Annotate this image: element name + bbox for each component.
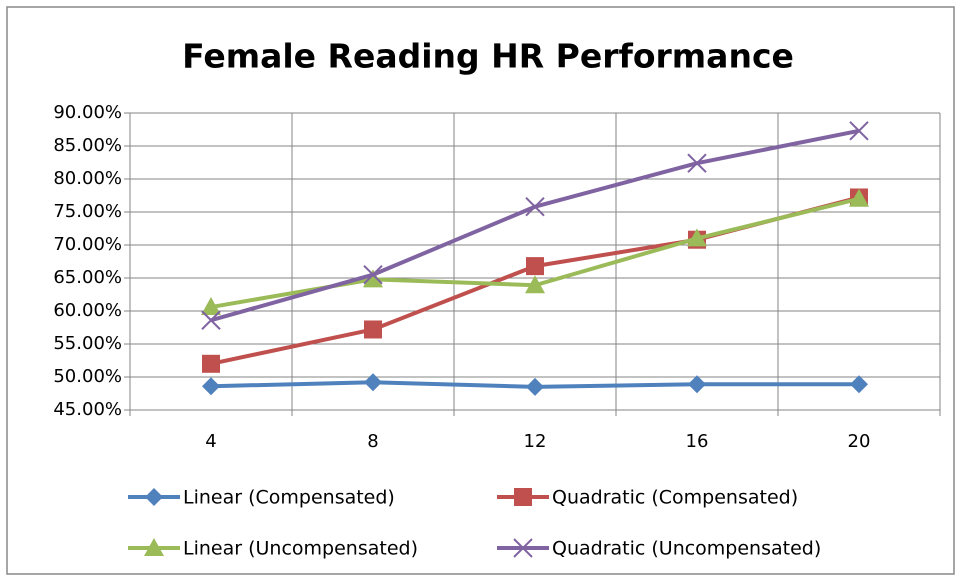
y-tick-label: 60.00% — [53, 300, 122, 321]
chart-title: Female Reading HR Performance — [182, 37, 794, 76]
chart-border — [6, 6, 955, 575]
x-tick-label: 12 — [524, 431, 547, 452]
legend-marker — [513, 538, 533, 558]
data-point — [688, 375, 706, 394]
legend-label: Linear (Uncompensated) — [183, 538, 418, 560]
legend-marker — [145, 488, 163, 506]
data-point — [525, 197, 545, 217]
data-point — [850, 375, 868, 394]
x-tick-label: 20 — [848, 431, 871, 452]
data-point — [201, 297, 221, 316]
legend-marker — [514, 488, 532, 506]
data-point — [526, 257, 544, 276]
legend-marker — [144, 538, 164, 556]
y-tick-label: 50.00% — [53, 366, 122, 387]
x-tick-label: 8 — [367, 431, 378, 452]
data-point — [849, 121, 869, 141]
data-point — [202, 354, 220, 373]
y-tick-label: 45.00% — [53, 399, 122, 420]
x-tick-label: 16 — [686, 431, 709, 452]
legend-label: Quadratic (Uncompensated) — [552, 538, 821, 560]
x-tick-label: 4 — [205, 431, 216, 452]
y-tick-label: 90.00% — [53, 102, 122, 123]
data-point — [363, 269, 383, 288]
data-point — [849, 188, 869, 207]
data-point — [526, 377, 544, 396]
legend-label: Linear (Compensated) — [183, 487, 395, 509]
data-point — [364, 373, 382, 392]
y-tick-label: 70.00% — [53, 234, 122, 255]
legend-label: Quadratic (Compensated) — [552, 487, 798, 509]
data-point — [364, 320, 382, 339]
data-point — [202, 377, 220, 396]
data-point — [201, 310, 221, 330]
y-tick-label: 55.00% — [53, 333, 122, 354]
data-point — [525, 275, 545, 294]
data-point — [687, 153, 707, 173]
y-tick-label: 65.00% — [53, 267, 122, 288]
y-tick-label: 85.00% — [53, 135, 122, 156]
y-tick-label: 80.00% — [53, 168, 122, 189]
y-tick-label: 75.00% — [53, 201, 122, 222]
data-point — [687, 228, 707, 247]
data-point — [363, 264, 383, 285]
